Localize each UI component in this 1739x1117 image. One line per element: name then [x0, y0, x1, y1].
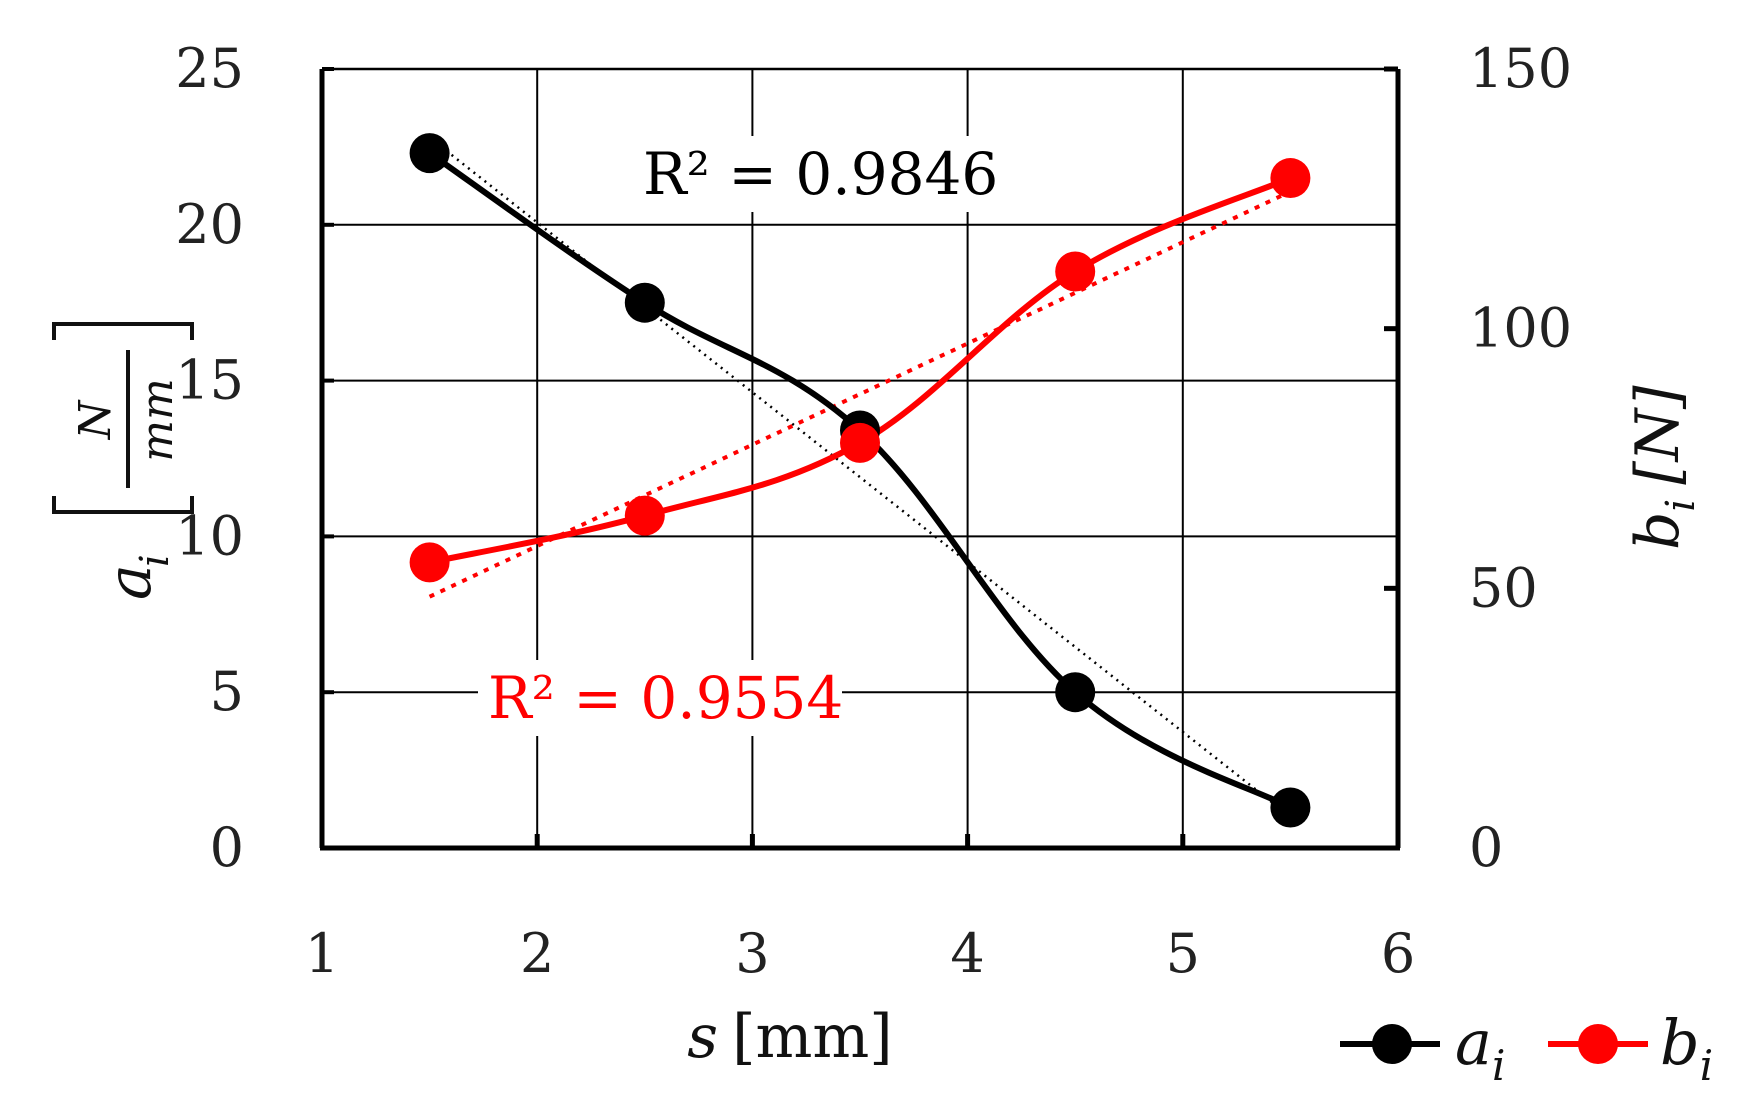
legend-label-a-var: a	[1455, 1006, 1492, 1079]
legend: ai bi	[1340, 1006, 1713, 1090]
ytick-right-label-0: 0	[1469, 816, 1503, 879]
r2-a-bg	[632, 136, 992, 212]
legend-marker-a	[1372, 1024, 1412, 1064]
y-left-unit-den: mm	[132, 378, 183, 461]
r2-label-a: R² = 0.9846	[643, 140, 998, 208]
point-bi-1	[624, 495, 665, 536]
trendline-ai	[428, 136, 1292, 818]
ytick-right-label-150: 150	[1469, 37, 1572, 100]
y-left-var: a	[95, 564, 165, 600]
trendlines	[428, 136, 1292, 818]
series-points	[409, 133, 1311, 828]
legend-label-b: bi	[1660, 1006, 1713, 1090]
legend-label-a-sub: i	[1492, 1041, 1505, 1090]
y-right-title-text: bi [N]	[1623, 385, 1704, 550]
point-ai-4	[1270, 787, 1311, 828]
series-line-bi	[426, 175, 1294, 566]
x-axis-var: s	[687, 1002, 718, 1072]
y-right-var: b	[1623, 512, 1693, 550]
xtick-label-1: 1	[305, 922, 339, 985]
y-left-unit-num: N	[70, 399, 121, 440]
legend-label-b-sub: i	[1700, 1041, 1713, 1090]
ytick-right-label-100: 100	[1469, 297, 1572, 360]
r2-label-b: R² = 0.9554	[488, 664, 843, 732]
annotations: R² = 0.9846 R² = 0.9554	[478, 136, 998, 736]
y-right-axis-title: bi [N]	[1623, 385, 1704, 550]
x-axis-title: s [mm]	[687, 1002, 892, 1072]
xtick-label-4: 4	[950, 922, 984, 985]
ytick-left-label-5: 5	[210, 660, 244, 723]
plot-frame	[319, 66, 1401, 851]
y-right-sub: i	[1658, 499, 1704, 512]
ytick-left-label-0: 0	[210, 816, 244, 879]
point-ai-0	[409, 133, 450, 174]
y-right-unit: [N]	[1623, 385, 1693, 485]
point-bi-3	[1055, 251, 1096, 292]
y-left-sub: i	[132, 554, 178, 567]
ytick-left-label-10: 10	[175, 504, 244, 567]
point-bi-2	[840, 422, 880, 463]
y-left-bracket-close	[52, 322, 194, 340]
y-left-bracket-open	[52, 496, 194, 514]
x-axis-unit: [mm]	[732, 1002, 893, 1072]
point-bi-0	[409, 542, 450, 583]
ytick-left-label-15: 15	[175, 349, 244, 412]
legend-label-a: ai	[1455, 1006, 1505, 1090]
ytick-left-label-25: 25	[175, 37, 244, 100]
legend-label-b-var: b	[1660, 1006, 1700, 1079]
point-ai-3	[1055, 672, 1096, 713]
legend-marker-b	[1578, 1024, 1618, 1064]
xtick-label-5: 5	[1166, 922, 1200, 985]
xtick-label-2: 2	[520, 922, 554, 985]
xtick-label-6: 6	[1381, 922, 1415, 985]
point-bi-4	[1270, 158, 1311, 199]
trendline-bi	[428, 189, 1292, 599]
ytick-left-label-20: 20	[175, 193, 244, 256]
point-ai-1	[624, 282, 665, 323]
r2-b-bg	[478, 660, 842, 736]
y-left-axis-title: ai N mm	[52, 322, 194, 600]
ytick-right-label-50: 50	[1469, 556, 1538, 619]
xtick-label-3: 3	[735, 922, 769, 985]
